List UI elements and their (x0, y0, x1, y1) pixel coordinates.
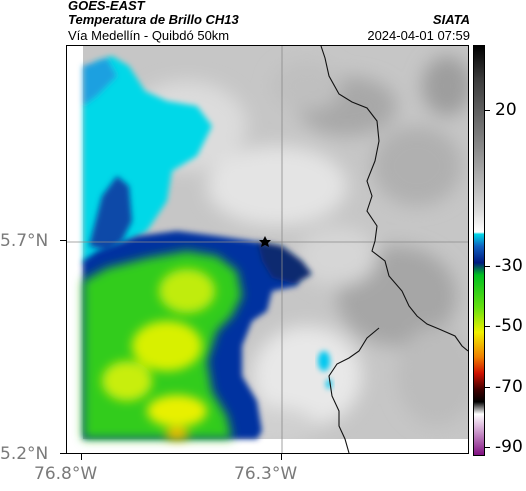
boundary-line (320, 46, 468, 453)
colorbar-label: -30 (495, 256, 523, 276)
colorbar-gradient (474, 46, 484, 455)
convective-cloud-dark-left (89, 176, 132, 251)
convective-cloud-yellow (102, 269, 215, 440)
org-label: SIATA (432, 12, 470, 27)
colorbar-label: -70 (495, 377, 523, 397)
y-tick-mark (60, 240, 66, 241)
colorbar-tick (485, 266, 490, 267)
y-tick-label: 5.7°N (0, 231, 49, 251)
station-marker-icon (259, 236, 271, 247)
y-tick-mark (60, 453, 66, 454)
x-tick-mark (81, 454, 82, 460)
map-canvas (67, 46, 468, 453)
colorbar-label: -90 (495, 437, 523, 457)
datetime-label: 2024-04-01 07:59 (367, 28, 470, 43)
x-tick-label: 76.3°W (234, 464, 298, 484)
x-tick-label: 76.8°W (34, 464, 98, 484)
satellite-map[interactable] (66, 45, 469, 454)
colorbar-tick (485, 387, 490, 388)
colorbar-tick (485, 110, 490, 111)
colorbar-tick (485, 326, 490, 327)
temperature-colorbar (473, 45, 485, 456)
x-tick-mark (281, 454, 282, 460)
satellite-title: GOES-EAST (68, 0, 145, 13)
y-tick-label: 5.2°N (0, 444, 49, 464)
route-subtitle: Vía Medellín - Quibdó 50km (68, 28, 230, 43)
colorbar-label: 20 (495, 100, 517, 120)
product-title: Temperatura de Brillo CH13 (68, 12, 239, 27)
colorbar-tick (485, 447, 490, 448)
colorbar-label: -50 (495, 316, 523, 336)
